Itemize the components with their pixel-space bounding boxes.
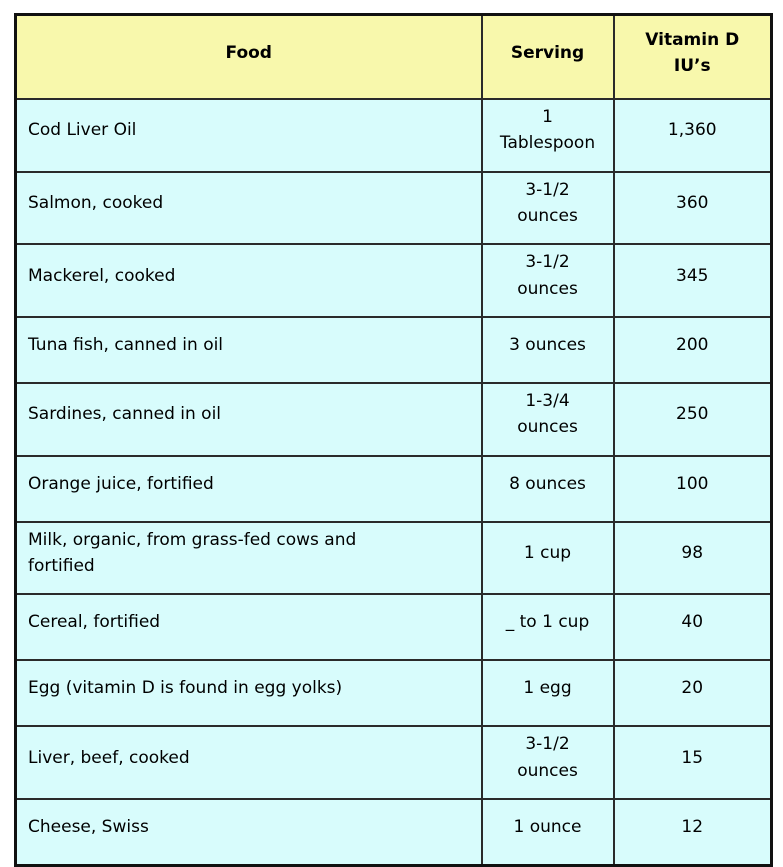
vitamin-d-cell: 20 — [612, 659, 773, 728]
serving-cell: 3-1/2 ounces — [480, 170, 615, 246]
table-row: Cod Liver Oil 1 Tablespoon 1,360 — [14, 98, 773, 173]
serving-cell: 1 Tablespoon — [480, 98, 615, 173]
vitamin-d-cell: 12 — [612, 798, 773, 867]
food-cell: Egg (vitamin D is found in egg yolks) — [14, 659, 483, 728]
serving-cell: 1-3/4 ounces — [480, 382, 615, 457]
vitamin-d-cell: 250 — [612, 382, 773, 457]
vitamin-d-cell: 345 — [612, 243, 773, 319]
table-row: Egg (vitamin D is found in egg yolks) 1 … — [14, 659, 773, 728]
serving-cell: 3-1/2 ounces — [480, 725, 615, 801]
table-row: Sardines, canned in oil 1-3/4 ounces 250 — [14, 382, 773, 457]
food-cell: Tuna fish, canned in oil — [14, 316, 483, 385]
food-cell: Salmon, cooked — [14, 170, 483, 246]
table-row: Mackerel, cooked 3-1/2 ounces 345 — [14, 243, 773, 319]
column-header-vitamin-d: Vitamin D IU’s — [612, 13, 773, 100]
vitamin-d-table: Food Serving Vitamin D IU’s Cod Liver Oi… — [14, 13, 773, 867]
vitamin-d-cell: 200 — [612, 316, 773, 385]
table-body: Cod Liver Oil 1 Tablespoon 1,360 Salmon,… — [14, 98, 773, 867]
vitamin-d-cell: 15 — [612, 725, 773, 801]
food-cell: Mackerel, cooked — [14, 243, 483, 319]
vitamin-d-cell: 100 — [612, 454, 773, 523]
food-cell: Orange juice, fortified — [14, 454, 483, 523]
serving-cell: 1 ounce — [480, 798, 615, 867]
food-cell: Sardines, canned in oil — [14, 382, 483, 457]
table-row: Salmon, cooked 3-1/2 ounces 360 — [14, 170, 773, 246]
food-cell: Cereal, fortified — [14, 593, 483, 662]
food-cell: Cod Liver Oil — [14, 98, 483, 173]
table-row: Cheese, Swiss 1 ounce 12 — [14, 798, 773, 867]
vitamin-d-cell: 40 — [612, 593, 773, 662]
food-cell: Liver, beef, cooked — [14, 725, 483, 801]
table-row: Orange juice, fortified 8 ounces 100 — [14, 454, 773, 523]
serving-cell: _ to 1 cup — [480, 593, 615, 662]
table-row: Liver, beef, cooked 3-1/2 ounces 15 — [14, 725, 773, 801]
column-header-food: Food — [14, 13, 483, 100]
table-row: Tuna fish, canned in oil 3 ounces 200 — [14, 316, 773, 385]
vitamin-d-cell: 360 — [612, 170, 773, 246]
serving-cell: 1 cup — [480, 520, 615, 596]
table-row: Cereal, fortified _ to 1 cup 40 — [14, 593, 773, 662]
serving-cell: 1 egg — [480, 659, 615, 728]
serving-cell: 3-1/2 ounces — [480, 243, 615, 319]
column-header-serving: Serving — [480, 13, 615, 100]
food-cell: Milk, organic, from grass-fed cows and f… — [14, 520, 483, 596]
serving-cell: 3 ounces — [480, 316, 615, 385]
food-cell: Cheese, Swiss — [14, 798, 483, 867]
serving-cell: 8 ounces — [480, 454, 615, 523]
header-row: Food Serving Vitamin D IU’s — [14, 13, 773, 100]
table-row: Milk, organic, from grass-fed cows and f… — [14, 520, 773, 596]
vitamin-d-cell: 98 — [612, 520, 773, 596]
vitamin-d-cell: 1,360 — [612, 98, 773, 173]
